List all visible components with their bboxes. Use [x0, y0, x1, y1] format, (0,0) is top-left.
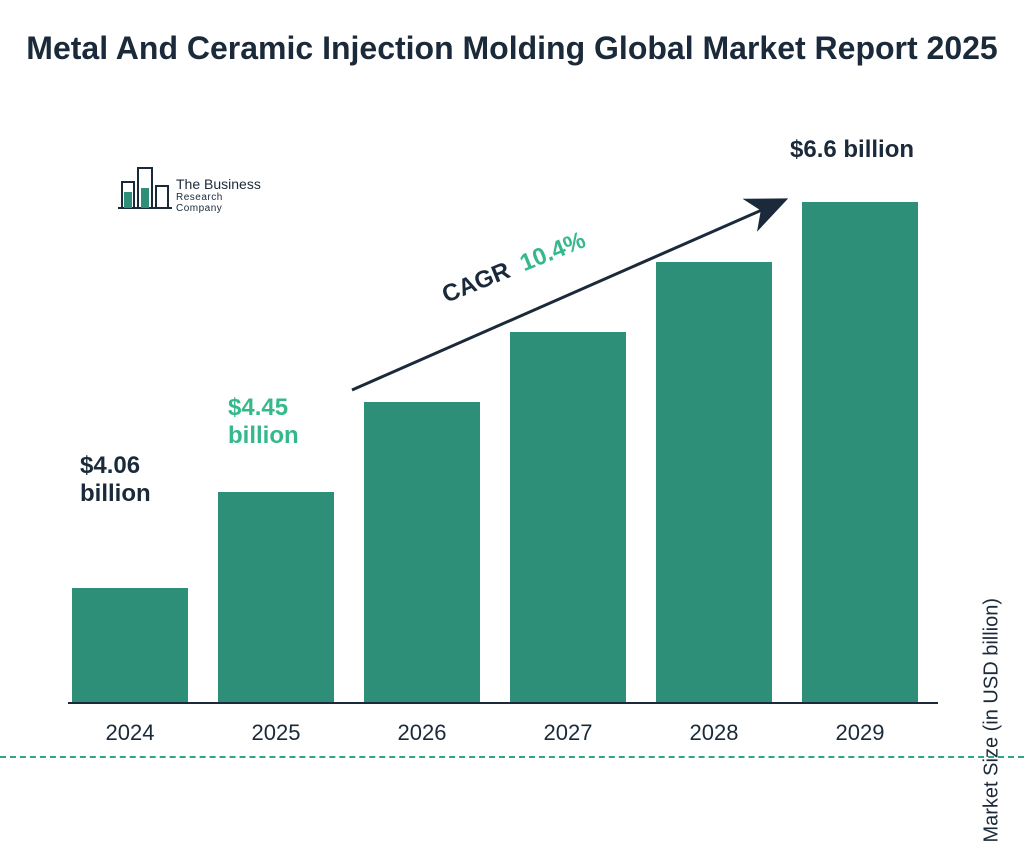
bar: [364, 402, 480, 702]
bar-chart: 202420252026202720282029: [72, 164, 932, 704]
value-label: $4.45billion: [228, 394, 299, 449]
bar-slot: [72, 162, 188, 702]
x-tick-label: 2025: [218, 720, 334, 746]
x-tick-label: 2026: [364, 720, 480, 746]
bar-slot: [656, 162, 772, 702]
x-labels-row: 202420252026202720282029: [72, 712, 932, 742]
x-tick-label: 2027: [510, 720, 626, 746]
chart-title: Metal And Ceramic Injection Molding Glob…: [0, 28, 1024, 68]
value-label: $4.06billion: [80, 452, 151, 507]
value-label: $6.6 billion: [790, 136, 914, 164]
bar: [72, 588, 188, 702]
x-tick-label: 2029: [802, 720, 918, 746]
footer-dashed-line: [0, 756, 1024, 758]
bar: [510, 332, 626, 702]
bar: [802, 202, 918, 702]
x-tick-label: 2028: [656, 720, 772, 746]
bars-container: [72, 162, 932, 702]
bar-slot: [364, 162, 480, 702]
x-axis: [68, 702, 938, 704]
bar: [656, 262, 772, 702]
x-tick-label: 2024: [72, 720, 188, 746]
chart-canvas: Metal And Ceramic Injection Molding Glob…: [0, 0, 1024, 768]
y-axis-label: Market Size (in USD billion): [981, 598, 1004, 843]
bar-slot: [802, 162, 918, 702]
bar: [218, 492, 334, 702]
